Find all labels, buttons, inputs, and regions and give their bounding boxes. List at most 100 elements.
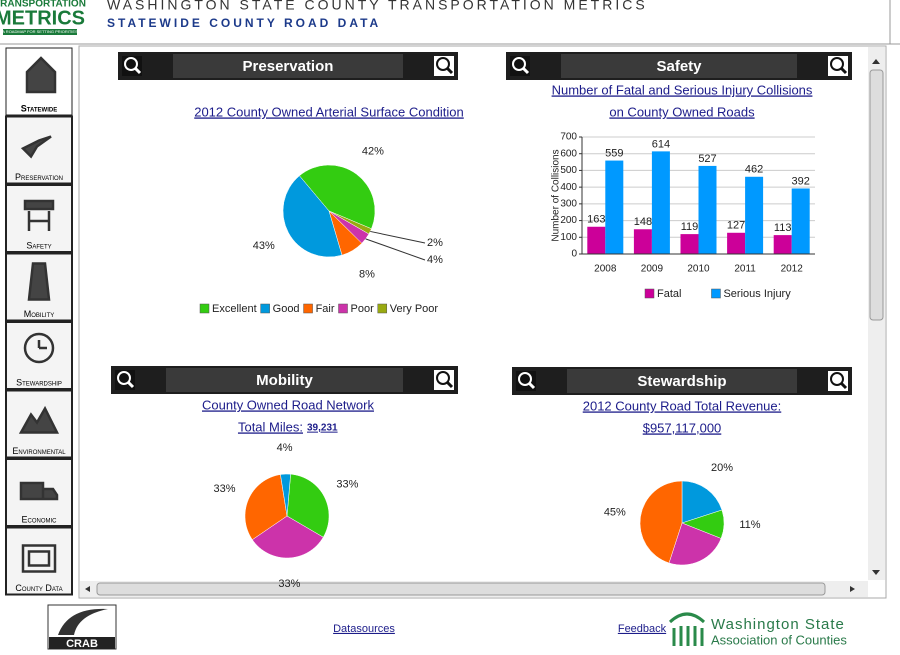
logo-tagline: A ROADMAP FOR SETTING PRIORITIES — [2, 29, 78, 34]
y-tick-label: 0 — [571, 249, 577, 260]
slice-label: 4% — [427, 254, 443, 266]
feedback-link[interactable]: Feedback — [618, 623, 667, 635]
v-scroll-thumb[interactable] — [869, 69, 884, 321]
wsac-logo — [668, 612, 706, 646]
y-axis-label: Number of Collisions — [551, 149, 562, 241]
nav-icon — [25, 56, 57, 94]
chart-title[interactable]: $957,117,000 — [643, 420, 722, 435]
zoom-lens — [117, 371, 131, 385]
nav-item[interactable] — [5, 526, 73, 596]
legend-label: Poor — [351, 303, 375, 315]
y-tick-label: 600 — [560, 148, 577, 159]
slice-label: 8% — [359, 268, 375, 280]
bar-value-label: 113 — [774, 222, 792, 234]
bar-value-label: 527 — [698, 153, 716, 165]
pie-slice — [299, 164, 376, 230]
nav-icon-shape — [23, 199, 55, 231]
bar — [605, 160, 624, 254]
zoom-handle — [527, 381, 536, 390]
crab-band — [49, 637, 115, 649]
legend-label: Good — [273, 303, 300, 315]
zoom-lens — [830, 57, 844, 71]
pie-slice — [282, 175, 343, 258]
leader-line — [365, 238, 426, 261]
nav-icon-shape — [27, 262, 51, 301]
slice-label: 42% — [362, 145, 384, 157]
bar-value-label: 392 — [792, 175, 810, 187]
zoom-handle — [126, 380, 135, 389]
h-scroll-right[interactable] — [850, 586, 855, 592]
nav-icon-shape — [20, 135, 52, 159]
legend-label: Very Poor — [390, 303, 439, 315]
y-tick-label: 100 — [560, 232, 577, 243]
nav-icon — [23, 332, 55, 364]
zoom-handle — [839, 66, 848, 75]
nav-label: Safety — [26, 240, 51, 250]
nav-icon — [23, 199, 55, 231]
zoom-lens — [518, 372, 532, 386]
zoom-lens — [830, 372, 844, 386]
v-scroll-down[interactable] — [872, 570, 880, 575]
chart-title[interactable]: Number of Fatal and Serious Injury Colli… — [552, 82, 813, 97]
chart-title[interactable]: on County Owned Roads — [609, 104, 755, 119]
slice-label: 20% — [711, 462, 733, 474]
slice-label: 33% — [214, 483, 236, 495]
zoom-handle — [445, 66, 454, 75]
bar — [773, 235, 792, 254]
content-frame — [78, 45, 887, 599]
nav-label: Stewardship — [16, 377, 62, 387]
nav-label: Statewide — [21, 103, 57, 113]
chart-title[interactable]: 2012 County Road Total Revenue: — [583, 398, 782, 413]
pie-slice — [668, 522, 722, 566]
y-tick-label: 700 — [560, 132, 577, 143]
datasources-link[interactable]: Datasources — [333, 623, 395, 635]
nav-bar: Statewide Preservation Safety Mobility Stewa… — [5, 47, 73, 596]
nav-item[interactable] — [5, 184, 73, 253]
y-tick-label: 500 — [560, 165, 577, 176]
wsac-arc — [668, 612, 706, 624]
slice-label: 33% — [278, 578, 300, 590]
nav-label: Environmental — [12, 446, 66, 456]
chart-total[interactable]: 39,231 — [307, 423, 338, 434]
zoom-handle — [521, 66, 530, 75]
panel-title: Preservation — [243, 58, 334, 75]
crab-swoosh — [58, 608, 108, 635]
nav-label: Preservation — [15, 172, 63, 182]
bar-value-label: 462 — [745, 164, 763, 176]
slice-label: 33% — [336, 479, 358, 491]
slice-label: 2% — [427, 237, 443, 249]
nav-icon-shape — [19, 481, 59, 501]
logo-main: METRICS — [0, 7, 85, 29]
panel-header-band — [173, 54, 403, 78]
nav-label: Mobility — [24, 309, 55, 319]
bar — [633, 229, 652, 254]
bar — [791, 188, 810, 254]
bar — [745, 176, 764, 254]
chart-title[interactable]: 2012 County Owned Arterial Surface Condi… — [194, 104, 464, 119]
nav-icon-shape — [25, 56, 57, 94]
org-line2: Association of Counties — [711, 632, 847, 647]
h-scroll-thumb[interactable] — [96, 582, 826, 596]
x-tick-label: 2012 — [781, 264, 804, 275]
legend-swatch — [377, 303, 388, 314]
chart-subtitle[interactable]: Total Miles: — [238, 419, 303, 434]
legend-label: Serious Injury — [723, 288, 791, 300]
panel-title: Stewardship — [637, 373, 726, 390]
chart-title[interactable]: County Owned Road Network — [202, 397, 374, 412]
zoom-handle — [445, 380, 454, 389]
nav-icon — [21, 544, 57, 573]
v-scroll-up[interactable] — [872, 59, 880, 64]
nav-icon-shape — [18, 405, 60, 434]
y-tick-label: 400 — [560, 182, 577, 193]
slice-label: 45% — [604, 506, 626, 518]
nav-icon — [19, 481, 59, 501]
slice-label: 43% — [253, 240, 275, 252]
nav-label: County Data — [15, 583, 62, 593]
bar — [698, 165, 717, 254]
bar-value-label: 119 — [681, 221, 699, 233]
slice-label: 4% — [277, 442, 293, 454]
slice-label: 11% — [739, 519, 760, 531]
nav-item[interactable] — [5, 115, 73, 185]
h-scroll-left[interactable] — [85, 586, 90, 592]
